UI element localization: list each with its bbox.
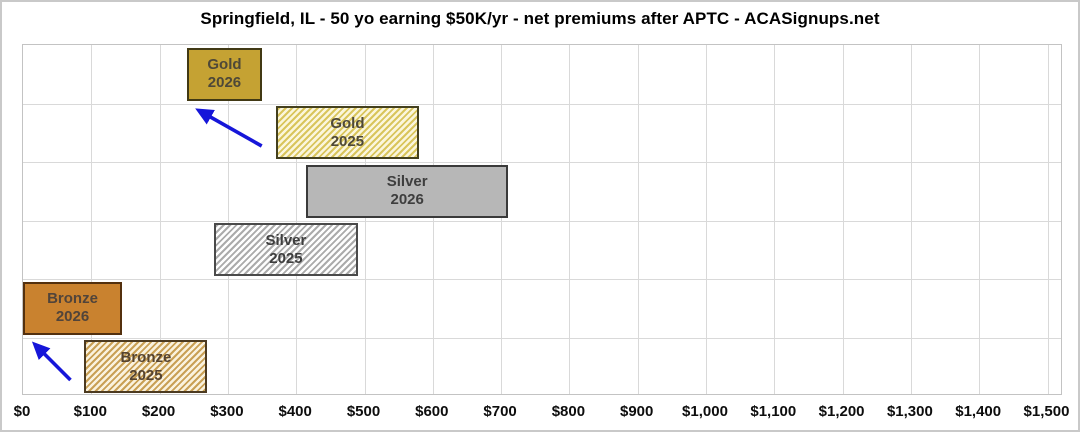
x-tick-label: $1,200 [818, 403, 865, 420]
gridline-vertical [569, 45, 571, 394]
gridline-vertical [979, 45, 981, 394]
gridline-horizontal [23, 162, 1061, 163]
gridline-vertical [1047, 45, 1049, 394]
gridline-vertical [501, 45, 503, 394]
x-tick-label: $0 [13, 403, 31, 420]
bar-gold-2026: Gold 2026 [186, 47, 263, 101]
x-tick-label: $900 [620, 403, 654, 420]
x-tick-label: $1,500 [1023, 403, 1070, 420]
bar-year-label: 2026 [55, 308, 90, 325]
x-tick-label: $1,400 [955, 403, 1002, 420]
bar-year-label: 2026 [390, 191, 424, 208]
bar-year-label: 2025 [269, 249, 303, 267]
chart-title: Springfield, IL - 50 yo earning $50K/yr … [200, 9, 880, 28]
x-tick-label: $100 [73, 403, 107, 420]
gridline-vertical [296, 45, 298, 394]
x-tick-label: $1,000 [682, 403, 728, 420]
x-tick-label: $700 [483, 403, 517, 420]
x-tick-label: $300 [210, 403, 244, 420]
x-tick-label: $1,300 [886, 403, 933, 420]
x-tick-label: $1,100 [750, 403, 797, 420]
gridline-vertical [706, 45, 707, 394]
gridline-horizontal [23, 103, 1061, 105]
plot-area: Gold 2026 Gold 2025 Silver 2026 Silver 2025 Bron… [22, 44, 1062, 395]
bar-gold-2025: Gold 2025 [275, 106, 420, 159]
bar-label: Bronze [120, 348, 172, 366]
gridline-vertical [364, 45, 366, 394]
bar-year-label: 2025 [129, 366, 163, 384]
bar-label: Silver [386, 173, 428, 190]
gridline-vertical [842, 45, 844, 394]
gridline-horizontal [23, 279, 1061, 280]
bar-label: Gold [207, 56, 242, 73]
x-tick-label: $500 [346, 403, 381, 420]
bar-label: Gold [330, 114, 365, 132]
gridline-vertical [227, 45, 229, 394]
gridline-vertical [432, 45, 434, 394]
gridline-vertical [774, 45, 776, 394]
gridline-vertical [159, 45, 161, 394]
gridline-horizontal [23, 337, 1061, 339]
x-tick-label: $600 [415, 403, 449, 420]
bar-silver-2026: Silver 2026 [306, 164, 508, 218]
bar-year-label: 2025 [330, 132, 365, 150]
x-tick-label: $200 [141, 403, 176, 420]
bar-year-label: 2026 [207, 74, 242, 91]
bar-silver-2025: Silver 2025 [214, 223, 358, 276]
gridline-horizontal [23, 220, 1061, 222]
x-tick-label: $800 [551, 403, 586, 420]
x-tick-label: $400 [278, 403, 312, 420]
gridline-vertical [91, 45, 93, 394]
bar-label: Silver [265, 231, 307, 249]
bar-bronze-2025: Bronze 2025 [84, 340, 208, 393]
bar-bronze-2026: Bronze 2026 [23, 281, 123, 335]
gridline-vertical [637, 45, 639, 394]
gridline-vertical [910, 45, 912, 394]
bar-label: Bronze [47, 290, 98, 307]
